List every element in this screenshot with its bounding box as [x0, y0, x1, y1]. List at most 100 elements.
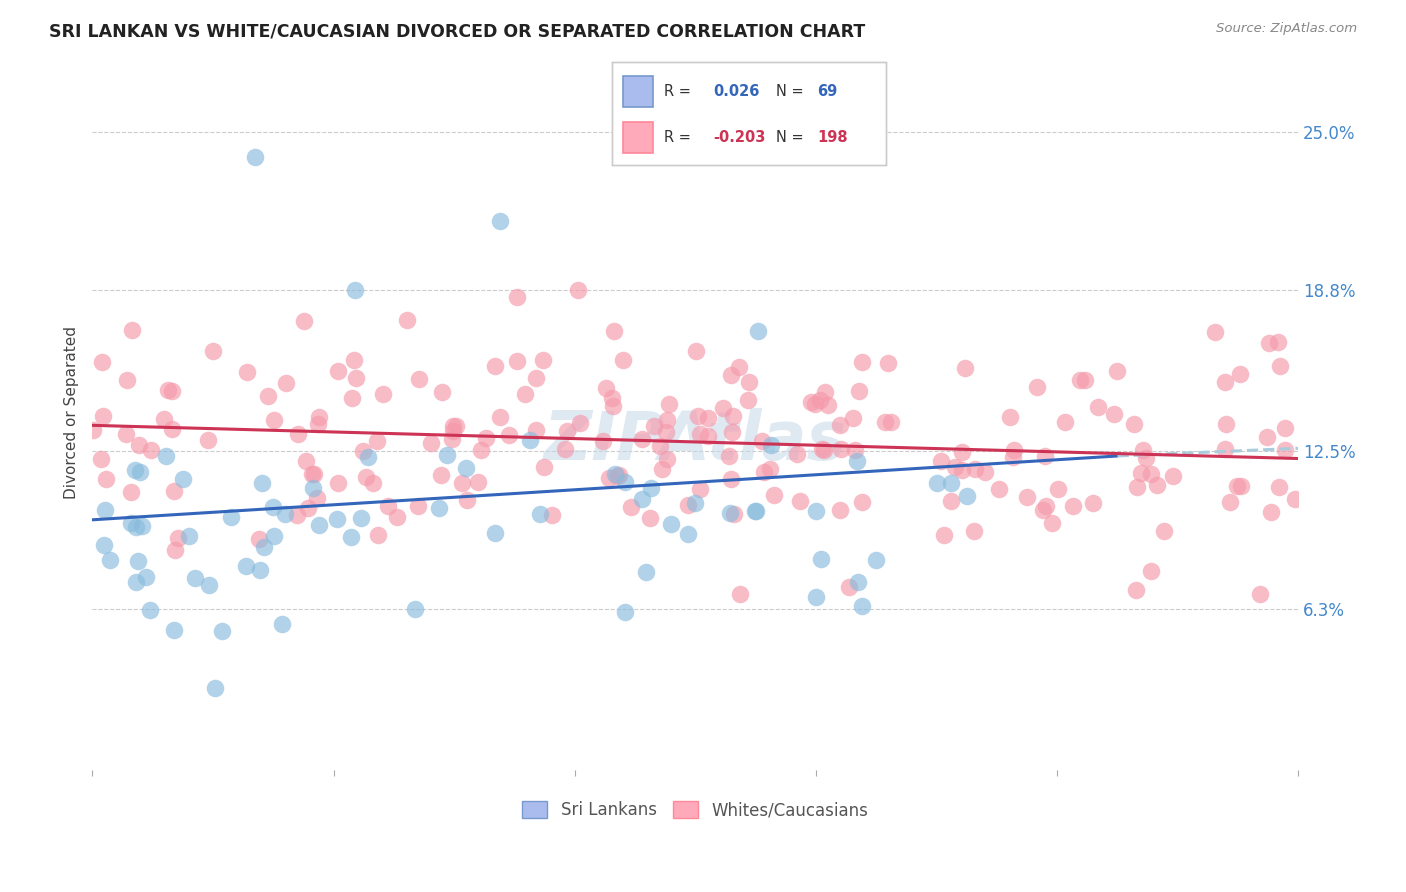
Point [273, 507, 295, 521]
Point [934, 528, 956, 542]
Point [197, 433, 219, 447]
Point [253, 540, 276, 554]
Point [1219, 495, 1241, 509]
Point [676, 527, 699, 541]
Point [420, 435, 443, 450]
Point [607, 468, 630, 483]
Point [91, 355, 114, 369]
Point [759, 438, 782, 452]
Point [308, 518, 330, 533]
Point [366, 434, 388, 449]
Point [789, 493, 811, 508]
Point [953, 361, 976, 376]
Point [395, 312, 418, 326]
Point [285, 508, 308, 522]
Point [685, 496, 707, 510]
Point [441, 424, 464, 438]
Point [165, 543, 187, 558]
Point [686, 409, 709, 424]
Point [427, 500, 450, 515]
Text: N =: N = [776, 130, 804, 145]
Point [163, 484, 186, 499]
Point [250, 476, 273, 491]
Point [828, 417, 851, 432]
Point [728, 360, 751, 375]
Point [613, 605, 636, 619]
Point [343, 352, 366, 367]
Point [620, 500, 643, 515]
Point [94, 503, 117, 517]
Point [1122, 417, 1144, 431]
Point [515, 387, 537, 401]
Point [569, 416, 592, 430]
Point [344, 283, 367, 297]
Point [817, 398, 839, 412]
Point [1257, 335, 1279, 350]
Text: R =: R = [664, 130, 690, 145]
Point [1268, 480, 1291, 494]
Point [235, 365, 257, 379]
Point [1268, 359, 1291, 373]
Point [1125, 582, 1147, 597]
Point [612, 352, 634, 367]
Point [655, 413, 678, 427]
Point [554, 442, 576, 456]
Point [115, 427, 138, 442]
Point [744, 504, 766, 518]
Point [811, 442, 834, 457]
Point [842, 411, 865, 425]
Point [93, 538, 115, 552]
Point [595, 381, 617, 395]
Point [160, 422, 183, 436]
Point [1267, 334, 1289, 349]
Point [139, 442, 162, 457]
Point [1284, 492, 1306, 507]
Point [484, 526, 506, 541]
Point [643, 419, 665, 434]
Point [451, 475, 474, 490]
Point [326, 476, 349, 491]
Point [506, 290, 529, 304]
Point [488, 214, 510, 228]
Point [305, 491, 328, 506]
Point [519, 434, 541, 448]
Point [406, 499, 429, 513]
Point [1073, 373, 1095, 387]
Point [1026, 380, 1049, 394]
Point [304, 467, 326, 482]
Point [720, 472, 742, 486]
Text: ZIPAtlas: ZIPAtlas [544, 409, 846, 475]
Point [697, 429, 720, 443]
Point [302, 481, 325, 495]
Point [484, 359, 506, 373]
Point [804, 590, 827, 604]
Point [929, 454, 952, 468]
Point [865, 553, 887, 567]
Point [125, 574, 148, 589]
Point [1256, 429, 1278, 443]
Point [950, 463, 973, 477]
Point [1230, 479, 1253, 493]
Point [711, 401, 734, 416]
Point [846, 574, 869, 589]
Text: R =: R = [664, 84, 690, 99]
Point [263, 529, 285, 543]
Point [308, 409, 330, 424]
Point [941, 494, 963, 508]
Point [474, 431, 496, 445]
Point [877, 356, 900, 370]
Point [135, 569, 157, 583]
Text: SRI LANKAN VS WHITE/CAUCASIAN DIVORCED OR SEPARATED CORRELATION CHART: SRI LANKAN VS WHITE/CAUCASIAN DIVORCED O… [49, 22, 866, 40]
Point [90, 451, 112, 466]
Point [184, 570, 207, 584]
Point [613, 475, 636, 490]
Point [498, 428, 520, 442]
Text: 69: 69 [817, 84, 838, 99]
Point [838, 580, 860, 594]
Point [987, 482, 1010, 496]
Text: 198: 198 [817, 130, 848, 145]
Point [804, 504, 827, 518]
Point [606, 469, 628, 483]
Point [851, 354, 873, 368]
Point [115, 373, 138, 387]
